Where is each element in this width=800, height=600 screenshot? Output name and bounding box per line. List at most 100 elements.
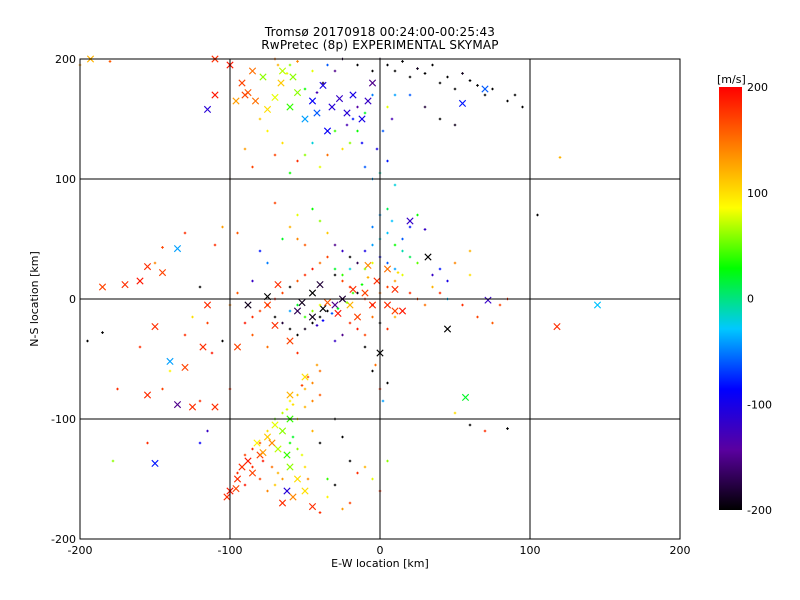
plus-marker-point [266, 261, 269, 265]
y-tick-label: 100 [55, 173, 76, 186]
colorbar [719, 87, 742, 510]
plus-marker-point [296, 303, 299, 307]
x-marker-point [308, 289, 317, 297]
x-marker-point [368, 79, 377, 87]
plus-marker-point [386, 261, 389, 265]
plus-marker-point [386, 327, 389, 331]
plus-marker-point [306, 477, 310, 481]
x-marker-point [334, 309, 342, 317]
plus-marker-point [288, 399, 292, 403]
plus-marker-point [348, 285, 352, 289]
x-marker-point [308, 97, 317, 105]
plus-marker-point [288, 327, 292, 331]
plus-marker-point [251, 165, 254, 169]
x-marker-point [241, 91, 249, 99]
x-marker-point [244, 457, 252, 465]
plus-marker-point [416, 261, 419, 265]
x-marker-point [238, 463, 246, 471]
plus-marker-point [356, 129, 359, 133]
plus-marker-point [390, 219, 394, 223]
chart-title: Tromsø 20170918 00:24:00-00:25:43 [264, 25, 496, 39]
plus-marker-point [291, 435, 295, 439]
plus-marker-point [273, 201, 277, 205]
plus-marker-point [476, 84, 479, 87]
plus-marker-point [371, 243, 374, 247]
x-marker-point [173, 401, 182, 409]
colorbar-label: [m/s] [717, 73, 746, 86]
plus-marker-point [300, 384, 304, 387]
plus-marker-point [270, 465, 274, 469]
x-marker-point [293, 307, 302, 315]
plus-marker-point [498, 303, 502, 307]
plus-marker-point [153, 261, 157, 265]
plus-marker-point [288, 63, 292, 67]
x-marker-point [151, 323, 159, 331]
plus-marker-point [258, 441, 262, 445]
plus-marker-point [348, 501, 352, 505]
plus-marker-point [393, 279, 397, 283]
x-marker-point [274, 281, 282, 289]
plus-marker-point [393, 183, 397, 187]
plus-marker-point [363, 249, 367, 253]
plus-marker-point [311, 429, 314, 433]
plus-marker-point [288, 309, 292, 313]
plus-marker-point [300, 453, 304, 457]
plus-marker-point [206, 321, 209, 325]
plus-marker-point [431, 63, 434, 67]
plus-marker-point [446, 279, 449, 283]
plus-marker-point [401, 60, 404, 63]
x-marker-point [143, 391, 152, 399]
plus-marker-point [431, 273, 434, 277]
plus-marker-point [281, 321, 284, 325]
x-marker-point [283, 451, 291, 459]
x-marker-point [398, 307, 407, 315]
plus-marker-point [423, 228, 427, 231]
plus-marker-point [386, 159, 389, 163]
plus-marker-point [461, 303, 464, 307]
x-marker-point [308, 503, 317, 511]
x-marker-point [274, 445, 282, 453]
x-marker-point [406, 217, 414, 225]
plus-marker-point [288, 285, 292, 289]
plus-marker-point [401, 237, 404, 241]
plus-marker-point [326, 309, 329, 313]
y-tick-label: -100 [51, 413, 76, 426]
plus-marker-point [311, 309, 314, 313]
plus-marker-point [371, 261, 374, 265]
plus-marker-point [296, 60, 299, 63]
plus-marker-point [318, 219, 322, 223]
plus-marker-point [326, 495, 329, 499]
x-marker-point [301, 115, 309, 123]
plus-marker-point [303, 87, 307, 91]
plus-marker-point [296, 159, 299, 163]
plus-marker-point [243, 147, 247, 151]
x-marker-point [424, 253, 432, 261]
plus-marker-point [288, 171, 292, 175]
plus-marker-point [416, 213, 419, 217]
plus-marker-point [453, 261, 457, 265]
plus-marker-point [401, 273, 404, 277]
plus-marker-point [491, 87, 494, 91]
x-marker-point [211, 91, 219, 99]
plus-marker-point [341, 435, 344, 439]
plus-marker-point [326, 231, 329, 235]
plus-marker-point [390, 117, 394, 121]
plus-marker-point [375, 147, 379, 151]
plus-marker-point [311, 267, 314, 271]
plus-marker-point [243, 321, 247, 325]
x-marker-point [173, 245, 182, 253]
x-marker-point [238, 79, 246, 87]
plus-marker-point [356, 105, 359, 109]
plus-marker-point [183, 333, 187, 337]
x-marker-point [251, 97, 260, 105]
plus-marker-point [333, 267, 337, 271]
plus-marker-point [408, 75, 412, 79]
x-marker-point [593, 301, 602, 309]
x-marker-point [308, 313, 317, 321]
plus-marker-point [101, 331, 104, 334]
plus-marker-point [401, 249, 404, 253]
plus-marker-point [168, 369, 172, 373]
plus-marker-point [348, 255, 352, 259]
plus-marker-point [393, 315, 397, 319]
